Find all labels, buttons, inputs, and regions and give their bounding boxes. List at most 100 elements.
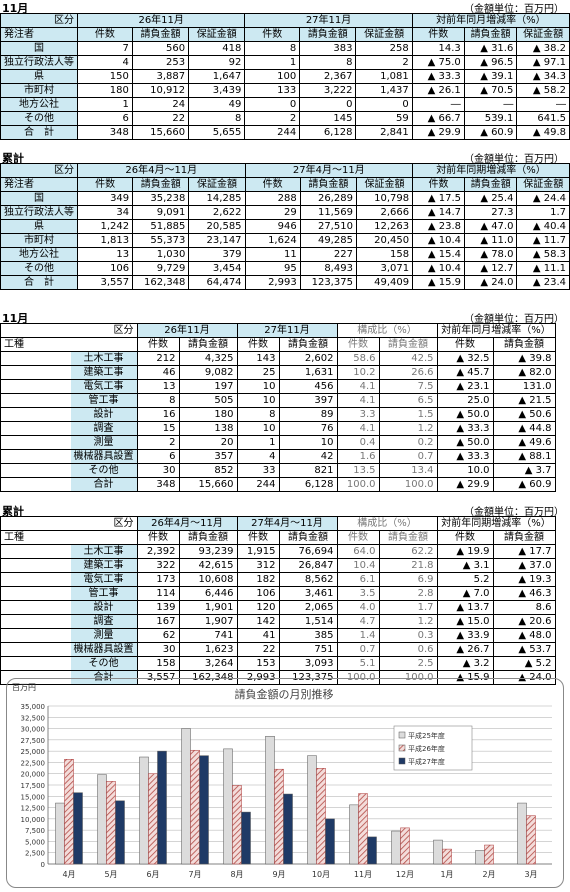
x-tick-label: 7月 [188, 870, 201, 879]
table-cell: 8 [299, 55, 357, 70]
table-cell: 30 [136, 463, 180, 478]
table-cell: ▲ 33.3 [436, 421, 494, 436]
table-cell: 30 [136, 642, 180, 657]
row-spacer [0, 642, 71, 657]
table-cell: 1,030 [132, 247, 190, 262]
bar-1 [223, 748, 233, 865]
table-cell: 1,623 [178, 642, 238, 657]
row-label: その他 [0, 261, 78, 276]
s1-col-header: 請負金額 [299, 27, 357, 42]
s1-col-header: 保証金額 [355, 27, 413, 42]
row-label: 測量 [70, 435, 138, 450]
table-cell: 62 [136, 628, 180, 643]
row-label: 建築工事 [70, 365, 138, 380]
bar-3 [115, 800, 125, 865]
table-cell: 227 [299, 247, 357, 262]
table-cell: ▲ 11.7 [516, 233, 570, 248]
table-cell: 946 [244, 219, 301, 234]
bar-2 [484, 844, 494, 865]
table-cell: ▲ 13.7 [436, 600, 494, 615]
row-label: 土木工事 [70, 544, 138, 559]
table-row: 地方公社 1 24 49 0 0 0 ― ― ― [0, 97, 570, 112]
y-tick-label: 5,000 [25, 838, 45, 846]
table-row: 県 1,242 51,885 20,585 946 27,510 12,263 ▲ 23.8 ▲… [0, 219, 570, 234]
table-cell: 131.0 [492, 379, 556, 394]
table-cell: 8 [136, 393, 180, 408]
table-row: 土木工事 2,392 93,239 1,915 76,694 64.0 62.2 ▲ 19.9… [0, 544, 556, 559]
s2-col-header: 保証金額 [188, 177, 246, 192]
total-cell: 64,474 [188, 275, 246, 290]
bar-1 [55, 802, 65, 865]
s2-header-period1: 26年4月～11月 [77, 163, 246, 178]
table-row: 電気工事 173 10,608 182 8,562 6.1 6.9 5.2 ▲ 19.3 [0, 572, 556, 587]
table-cell: ▲ 15.4 [412, 247, 465, 262]
table-row: その他 158 3,264 153 3,093 5.1 2.5 ▲ 3.2 ▲ 5.2 [0, 656, 556, 671]
total-cell: ▲ 23.4 [516, 275, 570, 290]
table-cell: 821 [278, 463, 338, 478]
table-cell: 23,147 [188, 233, 246, 248]
row-label: 独立行政法人等 [0, 55, 78, 70]
table-cell: 10 [236, 421, 280, 436]
s3-header-kind: 工種 [0, 337, 138, 352]
table-cell: 76,694 [278, 544, 338, 559]
s1-col-header: 請負金額 [463, 27, 518, 42]
table-cell: 349 [76, 191, 134, 206]
table-cell: 182 [236, 572, 280, 587]
bar-2 [232, 785, 242, 865]
s2-header-row2: 発注者 件数 請負金額 保証金額 件数 請負金額 保証金額 件数 請負金額 保証金額 [0, 177, 570, 192]
x-tick-label: 5月 [104, 870, 117, 879]
table-cell: 4.7 [336, 614, 380, 629]
table-cell: 0.7 [336, 642, 380, 657]
bar-2 [400, 827, 410, 865]
table-cell: 641.5 [516, 111, 570, 126]
s3-header-row1: 区分 26年11月 27年11月 構成比（%） 対前年同月増減率（%） [0, 323, 556, 338]
legend-swatch [398, 744, 406, 752]
table-row: 建築工事 322 42,615 312 26,847 10.4 21.8 ▲ 3.1 ▲ 37.… [0, 558, 556, 573]
y-tick-label: 22,500 [21, 759, 46, 767]
table-cell: 6.1 [336, 572, 380, 587]
y-tick-label: 17,500 [21, 782, 46, 790]
total-cell: 123,375 [299, 275, 357, 290]
table-cell: 852 [178, 463, 238, 478]
total-label: 合 計 [0, 275, 78, 290]
row-spacer [0, 614, 71, 629]
row-spacer [0, 628, 71, 643]
table-cell: 42,615 [178, 558, 238, 573]
table-cell: 51,885 [132, 219, 190, 234]
table-cell: 357 [178, 449, 238, 464]
s4-header-period2: 27年4月～11月 [236, 516, 338, 531]
table-cell: ▲ 11.1 [516, 261, 570, 276]
bar-3 [157, 750, 167, 865]
table-row: 県 150 3,887 1,647 100 2,367 1,081 ▲ 33.3 ▲ 39.1 ▲… [0, 69, 570, 84]
table-cell: 1,907 [178, 614, 238, 629]
table-cell: ▲ 14.7 [412, 205, 465, 220]
table-cell: 2,367 [299, 69, 357, 84]
table-cell: 8 [236, 407, 280, 422]
table-cell: 2,666 [355, 205, 414, 220]
total-cell: ▲ 29.9 [411, 125, 465, 140]
table-cell: 167 [136, 614, 180, 629]
table-cell: 1,901 [178, 600, 238, 615]
s2-col-header: 請負金額 [132, 177, 190, 192]
total-cell: ▲ 15.9 [412, 275, 465, 290]
table-cell: 114 [136, 586, 180, 601]
table-cell: 3,222 [299, 83, 357, 98]
s3-col-header: 請負金額 [278, 337, 338, 352]
legend-swatch [398, 757, 406, 765]
table-row: 管工事 8 505 10 397 4.1 6.5 25.0 ▲ 21.5 [0, 393, 556, 408]
total-cell: 244 [236, 477, 280, 492]
table-cell: 9,082 [178, 365, 238, 380]
table-cell: 1 [236, 435, 280, 450]
table-cell: ― [411, 97, 465, 112]
s1-header-row1: 区分 26年11月 27年11月 対前年同月増減率（%） [0, 13, 570, 28]
bar-2 [190, 749, 200, 865]
total-cell: 2,993 [244, 275, 301, 290]
table-cell: 49,285 [299, 233, 357, 248]
row-label: その他 [70, 463, 138, 478]
table-cell: 312 [236, 558, 280, 573]
table-cell: 2 [355, 55, 413, 70]
table-cell: 385 [278, 628, 338, 643]
table-cell: 100 [244, 69, 301, 84]
table-cell: ▲ 40.4 [516, 219, 570, 234]
s3-col-header: 件数 [336, 337, 380, 352]
